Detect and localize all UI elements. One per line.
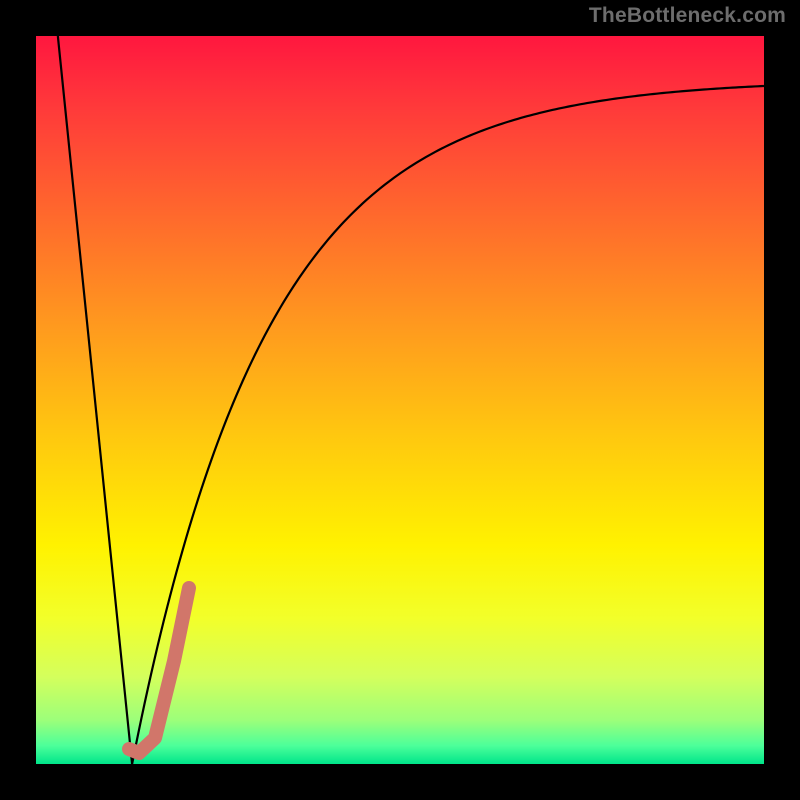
gradient-background [36,36,764,764]
watermark-text: TheBottleneck.com [589,4,786,28]
bottleneck-chart [0,0,800,800]
chart-container: TheBottleneck.com [0,0,800,800]
